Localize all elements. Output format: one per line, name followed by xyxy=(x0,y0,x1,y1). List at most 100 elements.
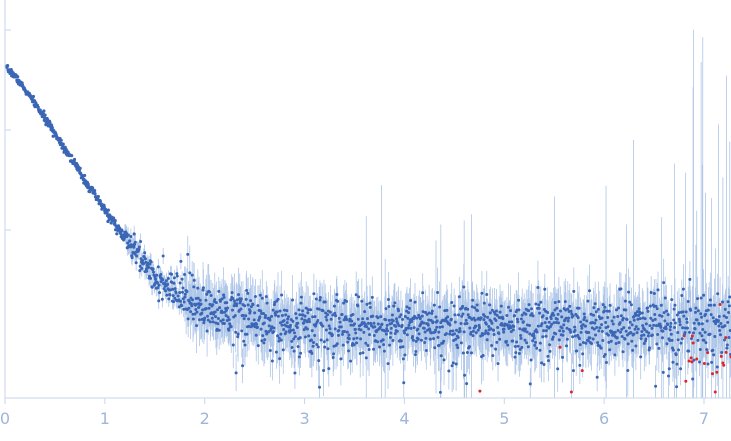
data-point xyxy=(571,335,575,339)
data-point xyxy=(492,328,496,332)
data-point xyxy=(613,353,617,357)
data-point xyxy=(552,321,556,325)
data-point xyxy=(677,317,681,321)
data-point xyxy=(509,326,513,330)
data-point xyxy=(464,318,468,322)
data-point xyxy=(139,239,143,243)
data-point xyxy=(653,317,657,321)
data-point xyxy=(444,332,448,336)
data-point xyxy=(405,305,409,309)
data-point xyxy=(319,338,323,342)
data-point xyxy=(627,290,631,294)
data-point xyxy=(556,367,560,371)
data-point xyxy=(636,327,640,331)
outlier-point xyxy=(558,345,562,349)
data-point xyxy=(663,296,667,300)
data-point xyxy=(602,309,606,313)
data-point xyxy=(469,351,473,355)
data-point xyxy=(559,309,562,313)
outlier-point xyxy=(569,390,573,394)
data-point xyxy=(216,322,220,326)
data-point xyxy=(650,326,654,330)
data-point xyxy=(473,306,477,310)
data-point xyxy=(512,325,516,329)
data-point xyxy=(279,338,283,342)
data-point xyxy=(502,330,506,334)
data-point xyxy=(615,336,619,340)
data-point xyxy=(638,317,642,321)
data-point xyxy=(234,371,238,375)
data-point xyxy=(346,340,350,344)
data-point xyxy=(201,308,205,312)
data-point xyxy=(715,365,719,369)
data-point xyxy=(642,341,646,345)
data-point xyxy=(295,316,299,320)
data-point xyxy=(391,319,395,323)
data-point xyxy=(237,293,241,297)
data-point xyxy=(505,313,509,317)
data-point xyxy=(362,330,366,334)
data-point xyxy=(613,330,617,334)
data-point xyxy=(725,346,729,350)
data-point xyxy=(137,247,141,251)
data-point xyxy=(325,318,329,322)
data-point xyxy=(321,309,325,313)
data-point xyxy=(676,331,680,335)
data-point xyxy=(655,342,659,346)
data-point xyxy=(286,315,290,319)
data-point xyxy=(147,274,151,278)
data-point xyxy=(232,299,236,303)
data-point xyxy=(726,320,730,324)
data-point xyxy=(517,308,521,312)
data-point xyxy=(677,348,681,352)
data-point xyxy=(421,291,425,295)
data-point xyxy=(345,330,349,334)
data-point xyxy=(604,360,608,364)
data-point xyxy=(657,346,661,350)
data-point xyxy=(713,335,717,339)
data-point xyxy=(333,311,337,315)
data-point xyxy=(400,323,404,327)
data-point xyxy=(196,296,200,300)
outlier-point xyxy=(690,360,694,364)
data-point xyxy=(264,314,268,318)
data-point xyxy=(588,336,592,340)
data-point xyxy=(391,338,395,342)
data-point xyxy=(276,297,280,301)
data-point xyxy=(553,308,557,312)
data-point xyxy=(660,314,664,318)
data-point xyxy=(528,332,532,336)
data-point xyxy=(581,352,585,356)
data-point xyxy=(475,303,479,307)
data-point xyxy=(322,369,326,373)
data-point xyxy=(274,350,278,354)
data-point xyxy=(195,324,199,328)
data-point xyxy=(663,319,667,323)
data-point xyxy=(313,315,317,319)
data-point xyxy=(218,306,222,310)
data-point xyxy=(542,329,546,333)
data-point xyxy=(16,75,20,79)
x-tick-label: 1 xyxy=(100,409,110,428)
data-point xyxy=(590,341,594,345)
data-point xyxy=(517,298,521,302)
data-point xyxy=(203,316,207,320)
data-point xyxy=(460,314,464,318)
data-point xyxy=(560,326,564,330)
data-point xyxy=(384,318,388,322)
data-point xyxy=(327,324,331,328)
data-point xyxy=(591,337,595,341)
data-point xyxy=(364,341,368,345)
data-point xyxy=(384,332,388,336)
data-point xyxy=(337,329,341,333)
data-point xyxy=(537,303,541,307)
data-point xyxy=(435,325,439,329)
data-point xyxy=(680,294,684,298)
data-point xyxy=(311,344,315,348)
data-point xyxy=(135,254,139,258)
data-point xyxy=(214,315,218,319)
data-point xyxy=(691,331,695,335)
data-point xyxy=(217,328,221,332)
data-point xyxy=(328,327,332,331)
data-point xyxy=(260,296,264,300)
